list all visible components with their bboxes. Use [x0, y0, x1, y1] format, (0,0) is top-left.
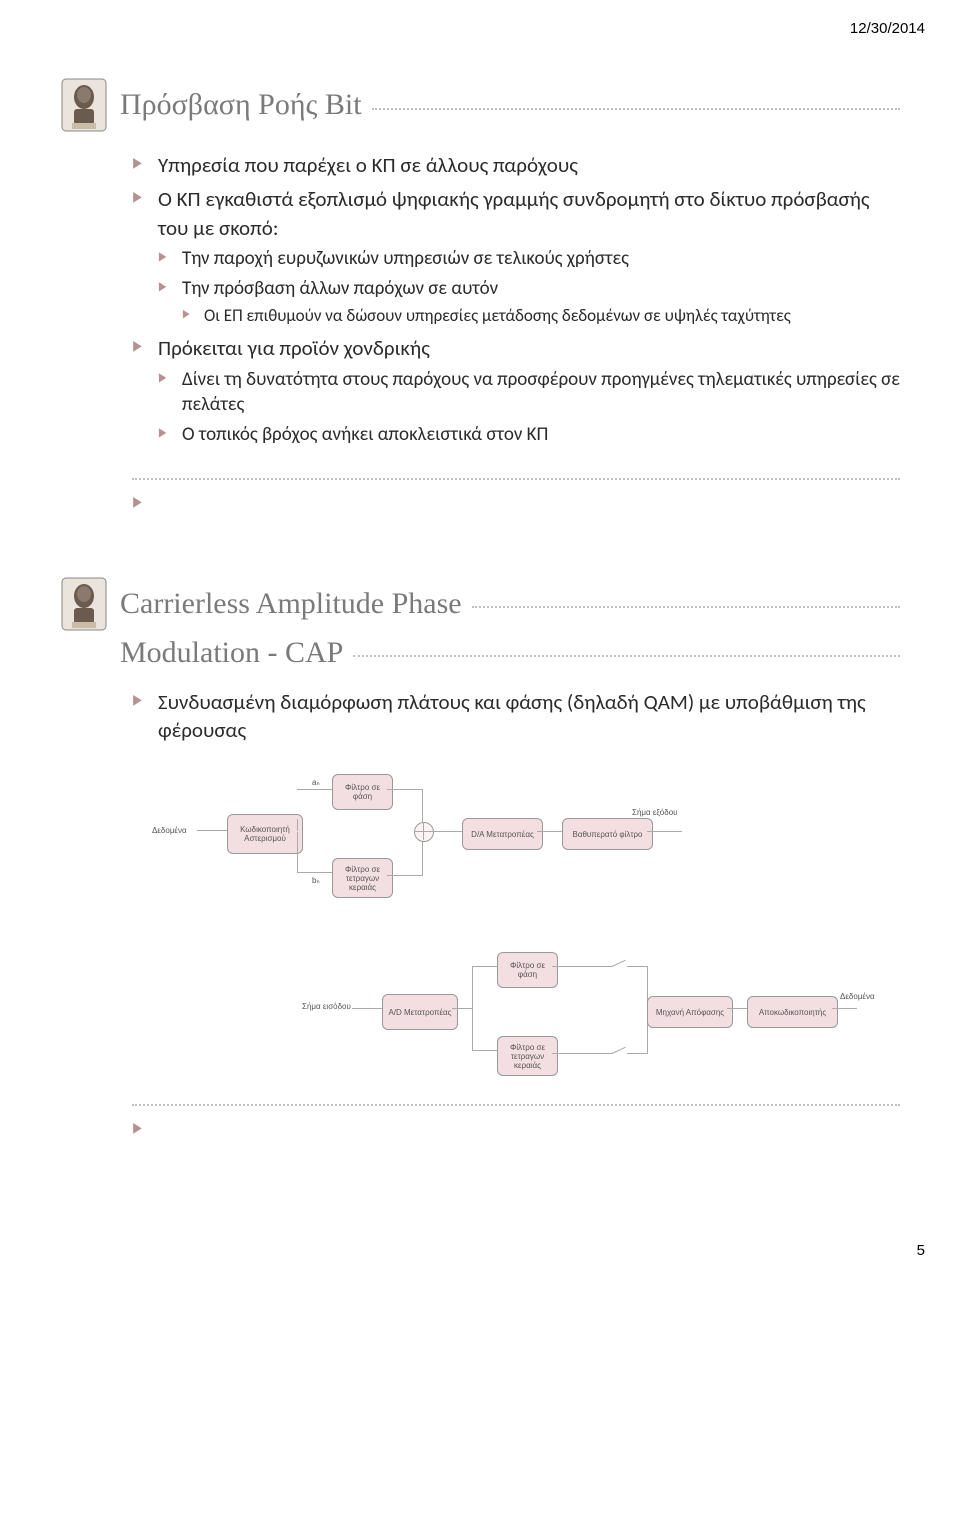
list-text: Πρόκειται για προϊόν χονδρικής	[158, 335, 430, 361]
encoder-block: Κωδικοποιητή Αστερισμού	[227, 814, 303, 854]
connector	[387, 875, 422, 876]
list-item: Δίνει τη δυνατότητα στους παρόχους να πρ…	[158, 367, 900, 418]
empty-bullet	[132, 490, 900, 516]
da-block: D/A Μετατροπέας	[462, 818, 543, 850]
list-item: Την πρόσβαση άλλων παρόχων σε αυτόν Οι Ε…	[158, 276, 900, 329]
quad-filter-block: Φίλτρο σε τετραγων κεραιάς	[332, 858, 393, 898]
list-item: Υπηρεσία που παρέχει ο ΚΠ σε άλλους παρό…	[132, 151, 900, 179]
a-label: aₙ	[312, 778, 320, 787]
page-number: 5	[0, 1242, 960, 1279]
slide-1: Πρόσβαση Ροής Bit Υπηρεσία που παρέχει ο…	[60, 77, 900, 516]
summer-node	[414, 822, 434, 842]
connector	[552, 966, 612, 967]
connector	[472, 1050, 497, 1051]
logo-icon	[60, 77, 108, 133]
connector	[727, 1008, 747, 1009]
connector	[627, 1053, 647, 1054]
slide2-content: Συνδυασμένη διαμόρφωση πλάτους και φάσης…	[132, 688, 900, 1143]
slide1-title-row: Πρόσβαση Ροής Bit	[60, 77, 900, 133]
connector	[297, 819, 298, 831]
connector	[552, 1053, 612, 1054]
connector	[472, 966, 473, 1051]
divider	[132, 478, 900, 480]
connector	[197, 830, 227, 831]
connector	[297, 789, 332, 790]
rx-diagram: Σήμα εισόδου A/D Μετατροπέας Φίλτρο σε φ…	[152, 944, 900, 1084]
list-text: Ο ΚΠ εγκαθιστά εξοπλισμό ψηφιακής γραμμή…	[158, 186, 870, 240]
divider	[132, 1104, 900, 1106]
list-text: Την πρόσβαση άλλων παρόχων σε αυτόν	[182, 277, 498, 300]
phase-filter-block: Φίλτρο σε φάση	[332, 774, 393, 810]
connector	[832, 1008, 857, 1009]
detector-block: Μηχανή Απόφασης	[647, 996, 733, 1028]
slide-2: Carrierless Amplitude Phase Modulation -…	[60, 576, 900, 1143]
decoder-block: Αποκωδικοποιητής	[747, 996, 838, 1028]
rx-input-label: Σήμα εισόδου	[302, 1002, 351, 1011]
connector	[472, 966, 497, 967]
tx-diagram: Δεδομένα Κωδικοποιητή Αστερισμού aₙ Φίλτ…	[152, 764, 900, 924]
connector	[422, 836, 423, 876]
list-item: Την παροχή ευρυζωνικών υπηρεσιών σε τελι…	[158, 246, 900, 272]
lpf-block: Βαθυπερατό φίλτρο	[562, 818, 653, 850]
connector	[452, 1008, 472, 1009]
slide2-title-line2: Modulation - CAP	[120, 636, 343, 670]
title-dots	[372, 108, 900, 111]
rx-quad-filter-block: Φίλτρο σε τετραγων κεραιάς	[497, 1036, 558, 1076]
date-header: 12/30/2014	[0, 0, 960, 47]
cap-diagram: Δεδομένα Κωδικοποιητή Αστερισμού aₙ Φίλτ…	[152, 764, 900, 1084]
rx-output-label: Δεδομένα	[840, 992, 875, 1001]
connector	[537, 831, 562, 832]
b-label: bₙ	[312, 876, 320, 885]
page-container: Πρόσβαση Ροής Bit Υπηρεσία που παρέχει ο…	[0, 47, 960, 1242]
list-item: Οι ΕΠ επιθυμούν να δώσουν υπηρεσίες μετά…	[182, 305, 900, 328]
connector	[297, 872, 332, 873]
empty-bullet	[132, 1116, 900, 1142]
title-dots	[472, 606, 900, 609]
slide1-title: Πρόσβαση Ροής Bit	[120, 88, 362, 122]
slide2-title-line1: Carrierless Amplitude Phase	[120, 587, 462, 621]
connector	[627, 966, 647, 967]
tx-input-label: Δεδομένα	[152, 826, 187, 835]
list-item: Συνδυασμένη διαμόρφωση πλάτους και φάσης…	[132, 688, 900, 745]
slide1-content: Υπηρεσία που παρέχει ο ΚΠ σε άλλους παρό…	[132, 151, 900, 516]
connector	[352, 1008, 382, 1009]
slide2-title-row: Carrierless Amplitude Phase	[60, 576, 900, 632]
rx-phase-filter-block: Φίλτρο σε φάση	[497, 952, 558, 988]
logo-icon	[60, 576, 108, 632]
switch-icon	[612, 1047, 626, 1054]
switch-icon	[612, 960, 626, 967]
connector	[297, 832, 298, 872]
connector	[432, 831, 462, 832]
ad-block: A/D Μετατροπέας	[382, 994, 458, 1030]
title-dots	[353, 655, 900, 658]
connector	[423, 822, 424, 840]
tx-output-label: Σήμα εξόδου	[632, 808, 678, 817]
list-item: Ο ΚΠ εγκαθιστά εξοπλισμό ψηφιακής γραμμή…	[132, 185, 900, 328]
connector	[647, 831, 682, 832]
list-item: Ο τοπικός βρόχος ανήκει αποκλειστικά στο…	[158, 422, 900, 448]
slide2-title-wrap: Carrierless Amplitude Phase	[120, 587, 462, 621]
connector	[387, 789, 422, 790]
list-item: Πρόκειται για προϊόν χονδρικής Δίνει τη …	[132, 334, 900, 447]
